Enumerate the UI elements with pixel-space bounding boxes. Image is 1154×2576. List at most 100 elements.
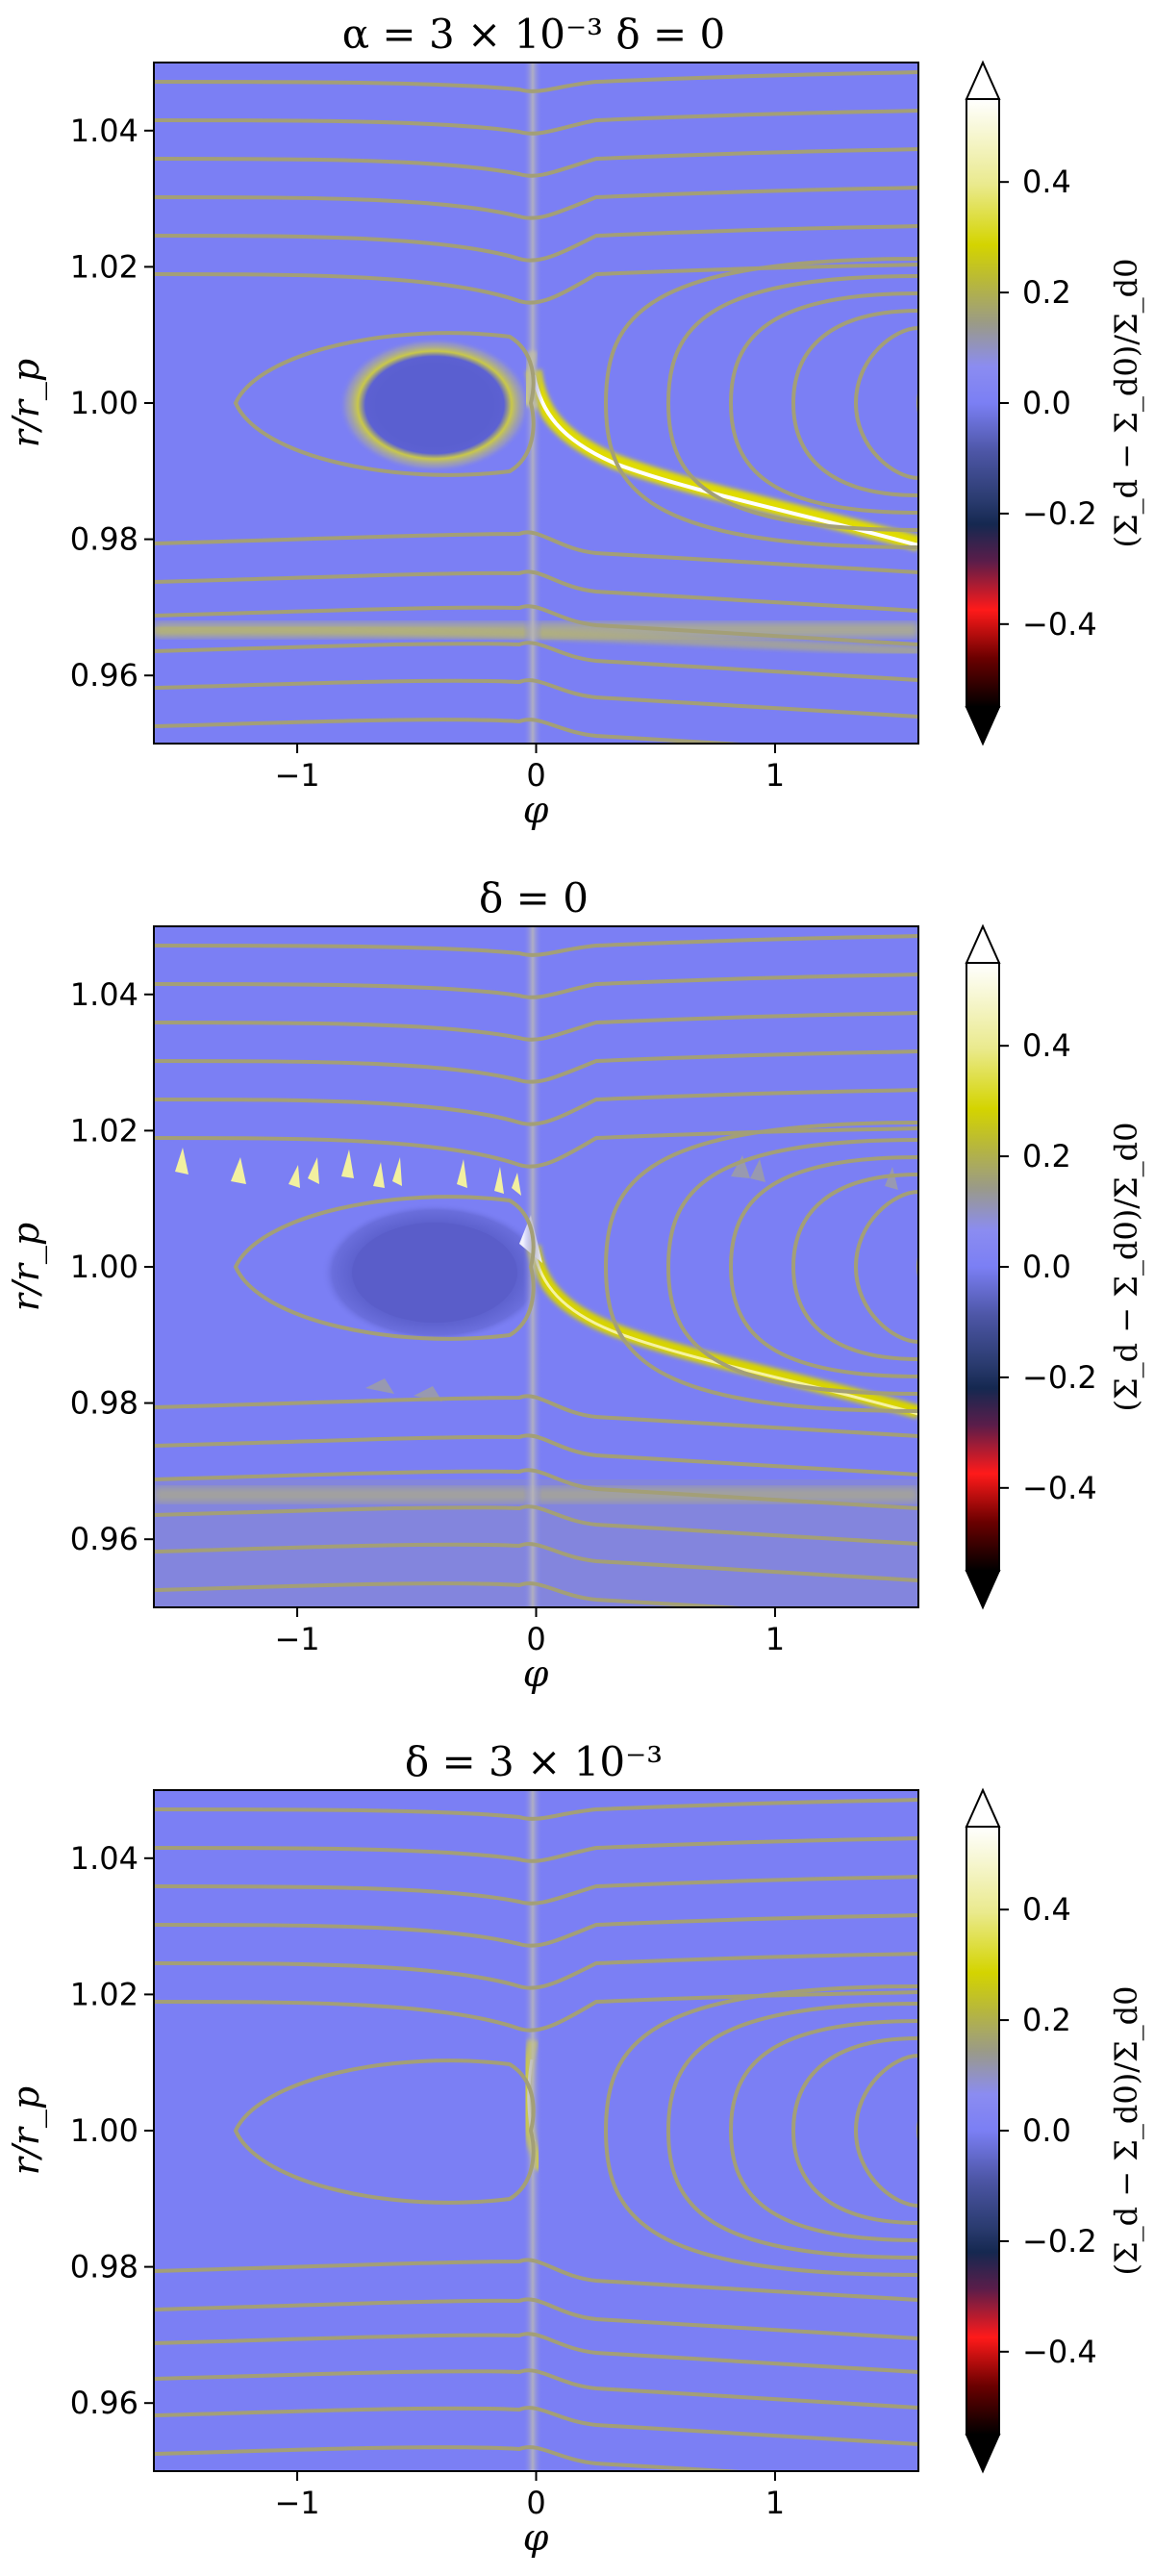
panel-1-xticks: −1 0 1 <box>274 744 785 794</box>
panel-3-yticks: 1.04 1.02 1.00 0.98 0.96 <box>70 1840 154 2421</box>
panel-2-streamline-right <box>790 1173 918 1361</box>
panel-3-streamlines <box>154 1798 918 2471</box>
colorbar-tick-label: −0.4 <box>1022 1470 1097 1506</box>
panel-2-streamline-lower <box>154 1542 918 1582</box>
colorbar-3-label: (Σ_d − Σ_d0)/Σ_d0 <box>1108 1986 1144 2276</box>
panel-1-streamline-lower <box>154 641 918 682</box>
xtick-label: −1 <box>274 1621 319 1657</box>
panel-3-streamline-lower <box>154 2368 918 2410</box>
panel-1-band-960-upper <box>154 624 918 656</box>
colorbar-tick-label: 0.2 <box>1022 1138 1071 1174</box>
panel-3-plot-area <box>154 1790 918 2471</box>
panel-3-streamline-upper <box>154 1798 918 1821</box>
colorbar-tick-label: 0.0 <box>1022 2112 1071 2149</box>
panel-3-ylabel: r/r_p <box>5 2086 48 2175</box>
colorbar-3-gradient <box>966 1826 1000 2436</box>
ytick-label: 1.04 <box>70 976 138 1013</box>
ytick-label: 1.00 <box>70 2112 138 2149</box>
ytick-label: 1.04 <box>70 1840 138 1877</box>
panel-2-streamline-right <box>916 1209 918 1325</box>
panel-2-streamline-right <box>603 1121 918 1413</box>
colorbar-2-extend-min <box>965 1570 1001 1610</box>
colorbar-3-extend-min <box>965 2434 1001 2474</box>
panel-1-streamline-lower <box>154 604 918 646</box>
colorbar-2-extend-max <box>965 923 1001 964</box>
ytick-label: 0.98 <box>70 521 138 558</box>
panel-3-streamline-right <box>853 2054 918 2208</box>
colorbar-1: 0.4 0.2 0.0 −0.2 −0.4 (Σ_d − Σ_d0)/Σ_d0 <box>965 60 1144 746</box>
colorbar-tick-label: −0.4 <box>1022 2334 1097 2370</box>
panel-2-oval-core <box>352 1223 517 1323</box>
panel-1-streamline-right <box>790 309 918 497</box>
panel-2-streamline-right <box>728 1155 918 1378</box>
xtick-label: 1 <box>765 1621 785 1657</box>
colorbar-tick-label: 0.2 <box>1022 274 1071 311</box>
ytick-label: 1.02 <box>70 1112 138 1149</box>
panel-1-streamlines <box>154 70 918 744</box>
panel-1-streamline-right <box>728 291 918 515</box>
colorbar-tick-label: 0.0 <box>1022 1249 1071 1285</box>
panel-2-streamline-lower <box>154 1581 762 1607</box>
colorbar-1-gradient <box>966 98 1000 708</box>
xtick-label: 0 <box>526 757 545 794</box>
panel-2-streamlines <box>154 934 918 1607</box>
xtick-label: −1 <box>274 757 319 794</box>
panel-1-streamline-lower <box>154 718 762 744</box>
panel-1-streamline-upper <box>154 224 918 263</box>
panel-2-streamline-lower <box>154 1468 918 1510</box>
panel-3-streamline-lower <box>154 2406 918 2446</box>
panel-2-streamline-lower <box>154 1433 918 1477</box>
panel-1-streamline-upper <box>154 70 918 93</box>
panel-1-plot-area <box>154 63 918 744</box>
panel-2-streamline-upper <box>154 972 918 999</box>
panel-1-streamline-upper <box>154 186 918 220</box>
panel-3-separatrix-left <box>233 2058 536 2205</box>
panel-3-streamline-lower <box>154 2297 918 2340</box>
panel-3-streamline-right <box>603 1984 918 2277</box>
panel-2-title: δ = 0 <box>479 874 589 922</box>
colorbar-1-extend-min <box>965 706 1001 746</box>
panel-1-streamline-upper <box>154 147 918 178</box>
panel-1-ylabel: r/r_p <box>5 359 48 447</box>
panel-3-xlabel: φ <box>523 2516 549 2559</box>
ytick-label: 1.00 <box>70 1249 138 1285</box>
panel-2-streamline-lower <box>154 1504 918 1546</box>
panel-1-streamline-upper <box>154 109 918 136</box>
panel-3-streamline-upper <box>154 1913 918 1948</box>
xtick-label: −1 <box>274 2485 319 2521</box>
ytick-label: 1.02 <box>70 248 138 285</box>
panel-1-title: α = 3 × 10⁻³ δ = 0 <box>342 11 726 58</box>
colorbar-3-extend-max <box>965 1787 1001 1828</box>
xtick-label: 0 <box>526 2485 545 2521</box>
panel-2-ylabel: r/r_p <box>5 1223 48 1311</box>
panel-2-yticks: 1.04 1.02 1.00 0.98 0.96 <box>70 976 154 1557</box>
panel-1-xlabel: φ <box>523 789 549 831</box>
ytick-label: 0.98 <box>70 2249 138 2286</box>
panel-3-streamline-lower <box>154 2258 918 2302</box>
ytick-label: 0.98 <box>70 1385 138 1422</box>
panel-2: δ = 0 <box>5 874 919 1695</box>
colorbar-tick-label: −0.2 <box>1022 495 1097 532</box>
panel-1-streamline-upper <box>154 263 918 305</box>
panel-2-streamline-upper <box>154 1088 918 1126</box>
colorbar-tick-label: −0.2 <box>1022 2223 1097 2260</box>
panel-1-streamline-right <box>665 274 918 532</box>
ytick-label: 1.04 <box>70 113 138 149</box>
xtick-label: 0 <box>526 1621 545 1657</box>
panel-2-separatrix-left <box>233 1195 536 1341</box>
colorbar-tick-label: 0.2 <box>1022 2002 1071 2038</box>
panel-2-plot-area <box>154 926 918 1607</box>
panel-1-streamline-lower <box>154 530 918 574</box>
panel-1: α = 3 × 10⁻³ δ = 0 1.041.021.000.980.96 … <box>5 11 919 831</box>
panel-1-streamline-right <box>603 257 918 549</box>
panel-3-xticks: −1 0 1 <box>274 2471 785 2521</box>
panel-3-streamline-lower <box>154 2332 918 2374</box>
panel-3-streamline-upper <box>154 1836 918 1863</box>
panel-2-vortex-spikes <box>175 1148 521 1196</box>
panel-1-streamline-right <box>916 345 918 461</box>
panel-2-streamline-right <box>853 1190 918 1344</box>
colorbar-2-label: (Σ_d − Σ_d0)/Σ_d0 <box>1108 1123 1144 1412</box>
colorbar-tick-label: 0.4 <box>1022 1891 1071 1928</box>
colorbar-2: 0.4 0.2 0.0 −0.2 −0.4 (Σ_d − Σ_d0)/Σ_d0 <box>965 923 1144 1610</box>
